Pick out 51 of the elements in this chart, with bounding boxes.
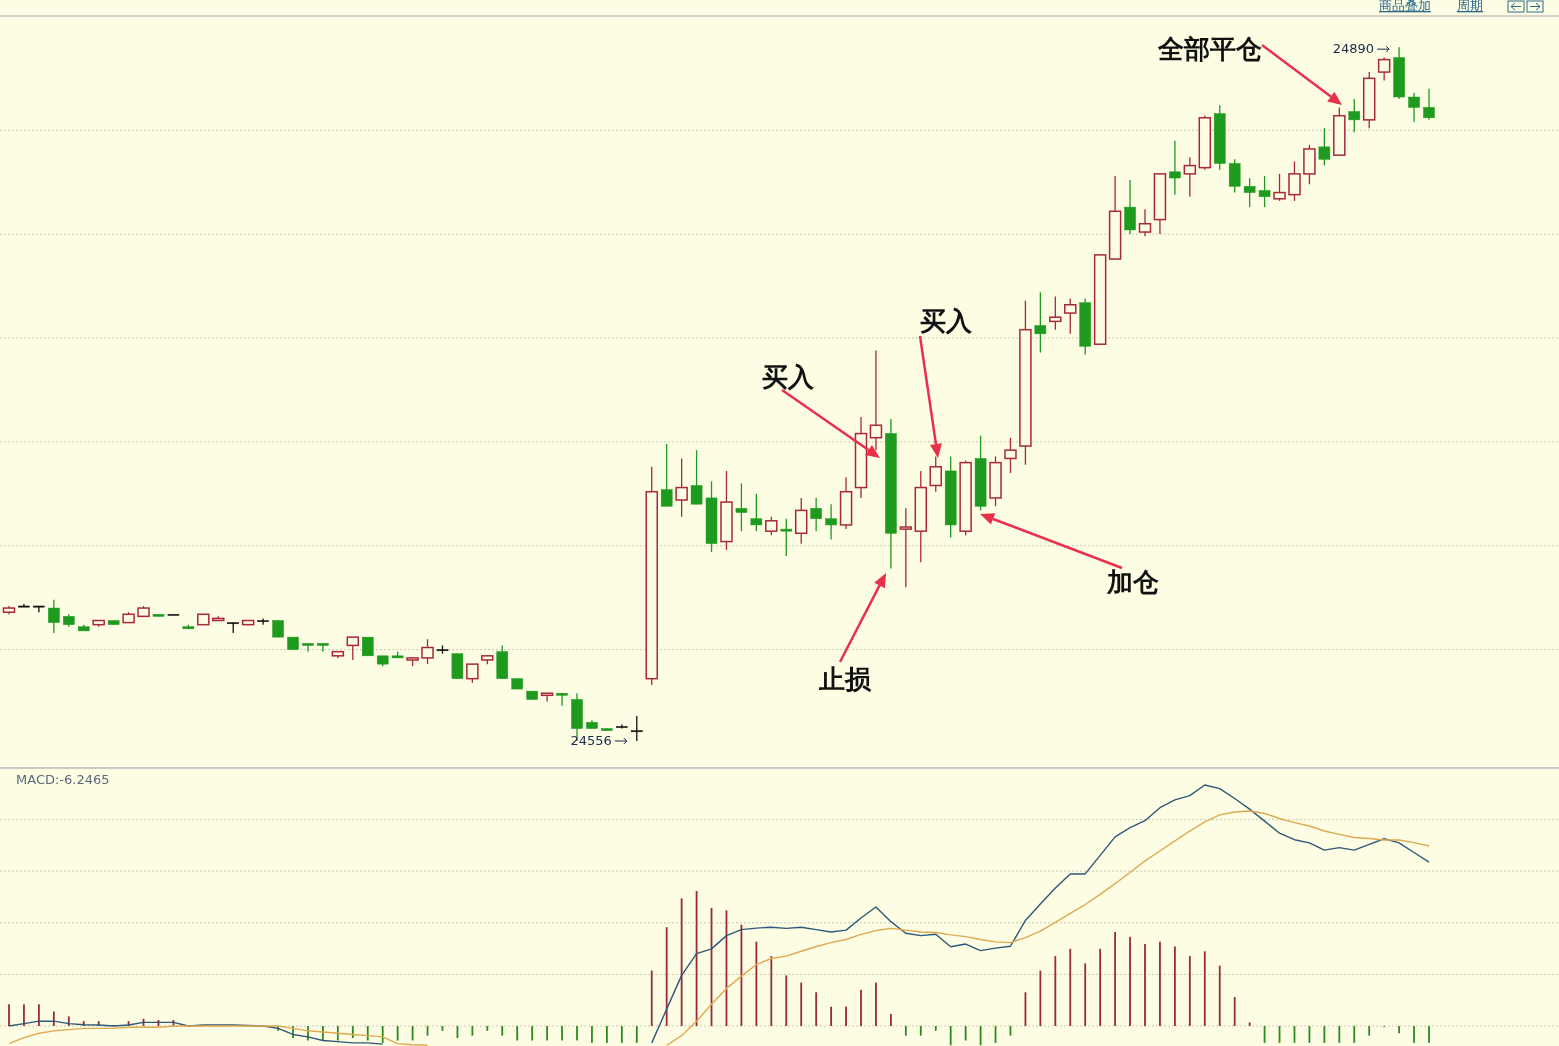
- candlestick: [48, 599, 60, 634]
- candlestick: [540, 692, 554, 703]
- candlestick: [302, 642, 314, 653]
- candlestick: [1273, 173, 1286, 202]
- annotation: 止损: [818, 664, 872, 694]
- candlestick: [690, 449, 703, 505]
- candlestick: [257, 617, 269, 626]
- candlestick: [1318, 127, 1331, 167]
- candlestick: [346, 636, 360, 661]
- candlestick: [421, 638, 434, 665]
- candlestick: [765, 515, 778, 536]
- candlestick: [899, 507, 913, 588]
- chart-title: MACD:-6.2465: [16, 772, 110, 787]
- annotation: 24556: [570, 732, 612, 748]
- candlestick: [361, 636, 374, 657]
- candlestick: [1377, 56, 1391, 82]
- annotation: 买入: [762, 362, 815, 392]
- candlestick: [825, 503, 837, 541]
- candlestick: [631, 715, 643, 742]
- candlestick: [810, 497, 822, 532]
- candlestick: [466, 663, 479, 684]
- candlestick: [1064, 297, 1077, 335]
- candlestick: [1228, 158, 1241, 194]
- candlestick: [1408, 92, 1420, 123]
- candlestick: [780, 518, 793, 557]
- annotation: 全部平仓: [1157, 34, 1262, 64]
- candlestick: [869, 349, 883, 451]
- candlestick: [750, 493, 763, 532]
- candlestick: [1243, 177, 1256, 208]
- candlestick: [1124, 179, 1136, 235]
- candlestick: [1004, 437, 1017, 474]
- candlestick: [1288, 160, 1301, 202]
- candlestick: [735, 482, 748, 532]
- candlestick: [660, 443, 673, 507]
- candlestick: [1423, 88, 1435, 121]
- candlestick: [1049, 295, 1062, 331]
- text: 周期: [1457, 0, 1483, 13]
- candlestick: [1258, 175, 1271, 208]
- candlestick: [1138, 208, 1152, 237]
- candlestick: [33, 605, 45, 613]
- candlestick: [556, 692, 568, 707]
- candlestick: [1183, 156, 1197, 198]
- annotation: 加仓: [1106, 567, 1159, 597]
- candlestick: [1169, 139, 1181, 196]
- candlestick: [1034, 291, 1047, 354]
- annotation: 24890: [1332, 41, 1375, 57]
- candlestick: [317, 642, 329, 653]
- candlestick: [675, 457, 688, 518]
- annotation: 买入: [920, 306, 973, 336]
- candlestick: [1348, 98, 1361, 133]
- candlestick: [794, 497, 808, 545]
